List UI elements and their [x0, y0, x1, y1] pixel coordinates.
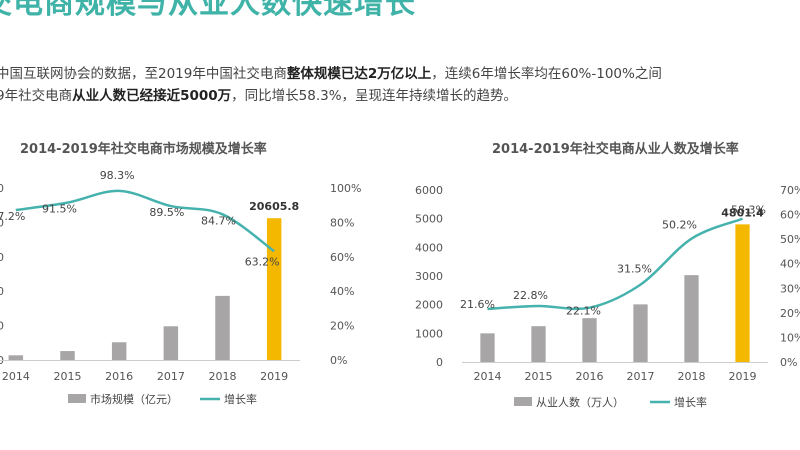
workforce-right-tick-label: 50%	[780, 233, 800, 246]
market-right-tick-label: 0%	[330, 354, 347, 367]
market-bar	[163, 326, 179, 360]
market-bar	[60, 351, 75, 360]
market-left-tick-label: 10000	[0, 285, 4, 298]
workforce-bar	[684, 275, 699, 362]
workforce-right-tick-label: 60%	[780, 209, 800, 222]
workforce-left-tick-label: 4000	[415, 241, 443, 254]
workforce-left-tick-label: 5000	[415, 213, 443, 226]
workforce-growth-line	[487, 217, 743, 311]
workforce-left-tick-label: 6000	[415, 184, 443, 197]
market-category-label: 2014	[2, 370, 30, 383]
market-growth-label: 98.3%	[100, 169, 135, 182]
workforce-right-tick-label: 20%	[780, 307, 800, 320]
summary-line-2-a: 9年社交电商	[0, 88, 73, 104]
market-growth-label: 63.2%	[245, 255, 280, 268]
market-category-label: 2018	[209, 370, 237, 383]
market-growth-label: 91.5%	[42, 203, 77, 216]
market-left-tick-label: 20000	[0, 216, 4, 229]
workforce-category-label: 2015	[525, 370, 553, 383]
workforce-left-tick-label: 2000	[415, 299, 443, 312]
workforce-bar	[480, 333, 495, 362]
workforce-right-tick-label: 70%	[780, 184, 800, 197]
market-bar-value-label: 20605.8	[249, 200, 299, 213]
summary-line-1-a: 中国互联网协会的数据，至2019年中国社交电商	[0, 66, 287, 82]
workforce-growth-label: 21.6%	[460, 298, 495, 311]
workforce-category-label: 2019	[729, 370, 757, 383]
workforce-right-tick-label: 40%	[780, 258, 800, 271]
summary-line-2: 9年社交电商从业人数已经接近5000万，同比增长58.3%，呈现连年持续增长的趋…	[0, 84, 517, 104]
market-right-tick-label: 20%	[330, 320, 354, 333]
market-category-label: 2015	[54, 370, 82, 383]
page-headline: 交电商规模与从业人数快速增长	[0, 0, 416, 21]
market-bar	[266, 218, 282, 360]
workforce-left-tick-label: 3000	[415, 270, 443, 283]
market-left-tick-label: 5000	[0, 320, 4, 333]
market-legend-bar-label: 市场规模（亿元）	[90, 392, 178, 406]
workforce-chart-title: 2014-2019年社交电商从业人数及增长率	[492, 142, 739, 157]
market-bar	[215, 295, 230, 360]
market-category-label: 2019	[260, 370, 288, 383]
workforce-growth-label: 58.3%	[731, 204, 766, 217]
workforce-bar-value-label: 4801.4	[721, 206, 764, 219]
market-right-tick-label: 60%	[330, 251, 354, 264]
workforce-growth-label: 50.2%	[662, 219, 697, 232]
market-bar	[8, 355, 24, 360]
workforce-category-label: 2014	[474, 370, 502, 383]
workforce-growth-label: 22.1%	[566, 305, 601, 318]
market-left-tick-label: 15000	[0, 251, 4, 264]
summary-line-2-c: ，同比增长58.3%，呈现连年持续增长的趋势。	[231, 88, 518, 104]
workforce-left-tick-label: 0	[436, 356, 443, 369]
market-growth-line	[15, 189, 275, 253]
market-growth-label: 89.5%	[149, 206, 184, 219]
market-right-tick-label: 40%	[330, 285, 354, 298]
market-left-tick-label: 25000	[0, 182, 4, 195]
summary-line-1: 中国互联网协会的数据，至2019年中国社交电商整体规模已达2万亿以上，连续6年增…	[0, 62, 662, 82]
workforce-right-tick-label: 10%	[780, 331, 800, 344]
workforce-legend-bar-label: 从业人数（万人）	[536, 396, 624, 409]
workforce-category-label: 2018	[678, 370, 706, 383]
workforce-category-label: 2016	[576, 370, 604, 383]
workforce-right-tick-label: 30%	[780, 282, 800, 295]
workforce-right-tick-label: 0%	[780, 356, 797, 369]
summary-line-2-bold: 从业人数已经接近5000万	[72, 88, 232, 104]
market-growth-label: 87.2%	[0, 210, 25, 223]
market-legend-line-label: 增长率	[224, 392, 257, 406]
workforce-bar	[735, 224, 750, 362]
workforce-growth-label: 31.5%	[617, 263, 652, 276]
summary-line-1-bold: 整体规模已达2万亿以上	[286, 66, 432, 82]
workforce-left-tick-label: 1000	[415, 327, 443, 340]
workforce-growth-label: 22.8%	[513, 289, 548, 302]
workforce-legend-line-label: 增长率	[674, 395, 707, 409]
market-legend-bar-swatch	[68, 394, 86, 403]
workforce-bar	[531, 326, 546, 362]
market-chart-title: 2014-2019年社交电商市场规模及增长率	[20, 142, 267, 157]
workforce-bar	[633, 304, 648, 362]
market-right-tick-label: 100%	[330, 182, 361, 195]
market-right-tick-label: 80%	[330, 216, 354, 229]
workforce-bar	[582, 318, 597, 362]
market-category-label: 2017	[157, 370, 185, 383]
workforce-legend-bar-swatch	[514, 397, 532, 406]
market-growth-label: 84.7%	[201, 214, 236, 227]
market-category-label: 2016	[105, 370, 133, 383]
market-bar	[111, 342, 127, 360]
workforce-category-label: 2017	[627, 370, 655, 383]
summary-line-1-c: ，连续6年增长率均在60%-100%之间	[431, 66, 662, 82]
